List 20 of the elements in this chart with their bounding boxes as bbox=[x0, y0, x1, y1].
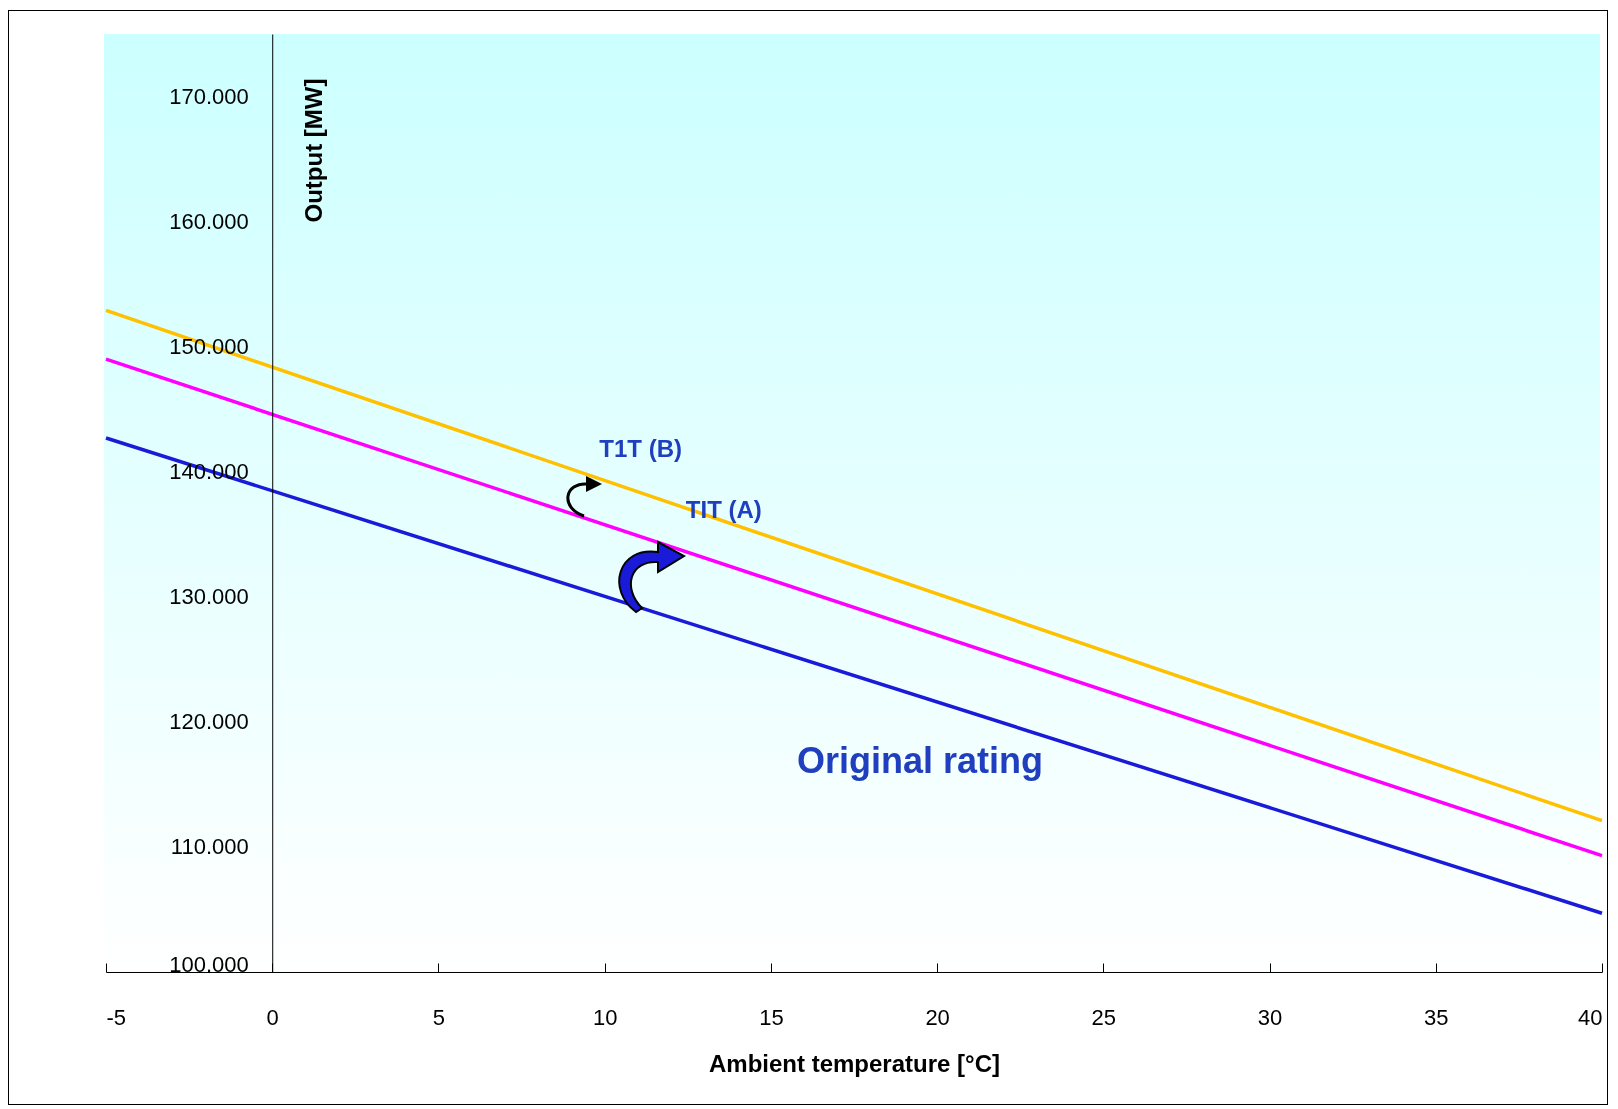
x-tick-label: 5 bbox=[432, 1004, 446, 1030]
x-tick-label: 35 bbox=[1424, 1004, 1449, 1030]
x-axis-title: Ambient temperature [°C] bbox=[709, 1049, 1000, 1077]
y-axis-title: Output [MW] bbox=[299, 78, 327, 223]
y-tick-label: 120.000 bbox=[169, 709, 249, 735]
y-tick-label: 160.000 bbox=[169, 209, 249, 235]
x-tick-label: 20 bbox=[925, 1004, 950, 1030]
y-tick-label: 110.000 bbox=[170, 834, 249, 860]
x-tick-label: 10 bbox=[592, 1004, 618, 1030]
annotation: Original rating bbox=[796, 740, 1044, 781]
y-tick-label: 130.000 bbox=[169, 584, 249, 610]
x-tick-label: -5 bbox=[106, 1004, 127, 1030]
x-tick-label: 0 bbox=[266, 1004, 279, 1030]
x-tick-label: 40 bbox=[1578, 1004, 1603, 1030]
y-tick-label: 100.000 bbox=[169, 951, 249, 977]
x-tick-label: 25 bbox=[1091, 1004, 1117, 1030]
x-tick-label: 15 bbox=[759, 1004, 784, 1030]
annotation: T1T (B) bbox=[599, 435, 682, 463]
x-tick-label: 30 bbox=[1257, 1004, 1283, 1030]
y-tick-label: 170.000 bbox=[169, 84, 249, 110]
